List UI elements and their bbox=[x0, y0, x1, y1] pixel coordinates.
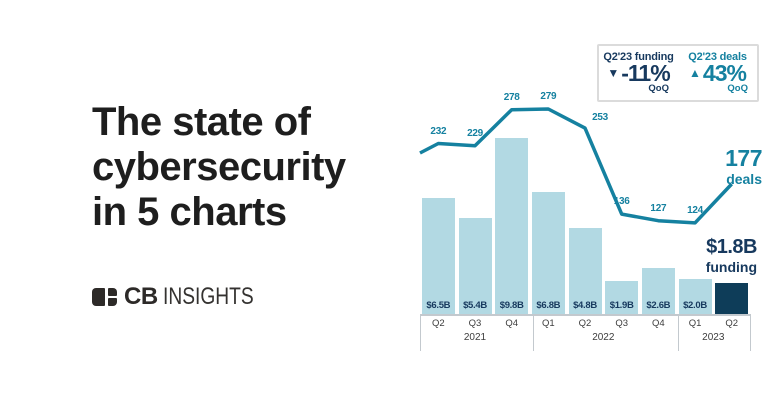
deals-value-label: 136 bbox=[613, 196, 630, 208]
axis-tick bbox=[533, 314, 534, 351]
deals-value-label: 253 bbox=[592, 112, 608, 124]
headline-line-3: in 5 charts bbox=[92, 190, 287, 234]
funding-stat-value-row: ▼ -11% bbox=[599, 61, 678, 85]
page-title: The state of cybersecurity in 5 charts bbox=[92, 100, 392, 235]
funding-bar-label: $5.4B bbox=[463, 300, 487, 311]
quarter-label: Q1 bbox=[688, 318, 702, 329]
logo-text-cb: CB bbox=[124, 283, 158, 310]
funding-bar-label: $1.9B bbox=[609, 300, 634, 311]
deals-line bbox=[419, 107, 733, 225]
deals-value-label: 229 bbox=[467, 127, 483, 139]
cbinsights-logo: CB INSIGHTS bbox=[92, 283, 276, 311]
funding-bar-label: $6.5B bbox=[426, 300, 451, 311]
deals-endpoint-word: deals bbox=[726, 171, 762, 187]
x-axis-baseline bbox=[420, 314, 751, 316]
funding-bar-label: $6.8B bbox=[536, 300, 561, 311]
deals-stat: Q2'23 deals ▲ 43% QoQ bbox=[678, 46, 757, 100]
headline-line-2: cybersecurity bbox=[92, 145, 346, 189]
cbinsights-logo-icon bbox=[92, 288, 117, 306]
funding-bar: $5.4B bbox=[458, 218, 492, 315]
qoq-stats-box: Q2'23 funding ▼ -11% QoQ Q2'23 deals ▲ 4… bbox=[597, 44, 759, 102]
logo-text-insights: INSIGHTS bbox=[162, 283, 254, 310]
quarter-label: Q2 bbox=[431, 318, 445, 329]
deals-value-label: 232 bbox=[430, 125, 447, 137]
deals-stat-value-row: ▲ 43% bbox=[678, 61, 757, 85]
funding-bar: $9.8B bbox=[495, 138, 529, 315]
quarter-label: Q4 bbox=[652, 318, 665, 329]
quarter-label: Q1 bbox=[542, 318, 555, 329]
deals-endpoint-value: 177 bbox=[725, 145, 762, 171]
year-label-2021: 2021 bbox=[463, 332, 487, 343]
year-label-2022: 2022 bbox=[592, 332, 615, 343]
funding-bar: $6.5B bbox=[421, 198, 455, 315]
funding-endpoint-value: $1.8B bbox=[706, 236, 757, 258]
funding-bar-label: $4.8B bbox=[573, 300, 597, 311]
quarter-labels: Q2 Q3 Q4 Q1 Q2 Q3 Q4 Q1 Q2 bbox=[420, 318, 750, 329]
funding-endpoint-word: funding bbox=[705, 259, 757, 275]
deals-change-value: 43% bbox=[702, 60, 747, 86]
funding-bar: $1.9B bbox=[605, 281, 639, 315]
funding-endpoint-callout: $1.8B funding bbox=[705, 236, 758, 275]
deals-qoq-label: QoQ bbox=[727, 83, 748, 95]
funding-bar-label: $2.6B bbox=[646, 300, 671, 311]
quarter-label: Q3 bbox=[468, 318, 482, 329]
funding-bar: $2.0B bbox=[678, 279, 712, 315]
quarter-label: Q2 bbox=[578, 318, 592, 329]
quarter-label: Q4 bbox=[505, 318, 519, 329]
funding-bar-label: $9.8B bbox=[499, 300, 524, 311]
funding-bar-label: $2.0B bbox=[683, 300, 707, 311]
deals-value-label: 279 bbox=[540, 91, 557, 102]
funding-bar: $2.6B bbox=[641, 268, 675, 315]
quarter-label: Q3 bbox=[615, 318, 629, 329]
year-label-2023: 2023 bbox=[702, 332, 725, 343]
quarter-label: Q2 bbox=[725, 318, 739, 329]
deals-stat-header: Q2'23 deals bbox=[688, 51, 747, 63]
deals-value-label: 127 bbox=[650, 202, 667, 214]
year-labels: 2021 2022 2023 bbox=[420, 332, 750, 343]
up-triangle-icon: ▲ bbox=[689, 66, 701, 81]
funding-bar-highlighted: $1.8B bbox=[715, 283, 749, 315]
funding-qoq-label: QoQ bbox=[648, 83, 669, 95]
funding-change-value: -11% bbox=[621, 60, 670, 86]
headline-line-1: The state of bbox=[92, 100, 311, 144]
funding-bar: $6.8B bbox=[531, 192, 565, 315]
axis-tick bbox=[420, 314, 421, 351]
deals-endpoint-callout: 177 deals bbox=[725, 145, 762, 187]
axis-tick bbox=[678, 314, 679, 351]
deals-value-label: 124 bbox=[687, 204, 703, 216]
deals-value-label: 278 bbox=[503, 91, 520, 103]
axis-tick bbox=[749, 314, 751, 351]
down-triangle-icon: ▼ bbox=[607, 66, 620, 81]
funding-stat-header: Q2'23 funding bbox=[603, 51, 674, 63]
funding-bar: $4.8B bbox=[568, 228, 602, 315]
funding-stat: Q2'23 funding ▼ -11% QoQ bbox=[599, 46, 678, 100]
